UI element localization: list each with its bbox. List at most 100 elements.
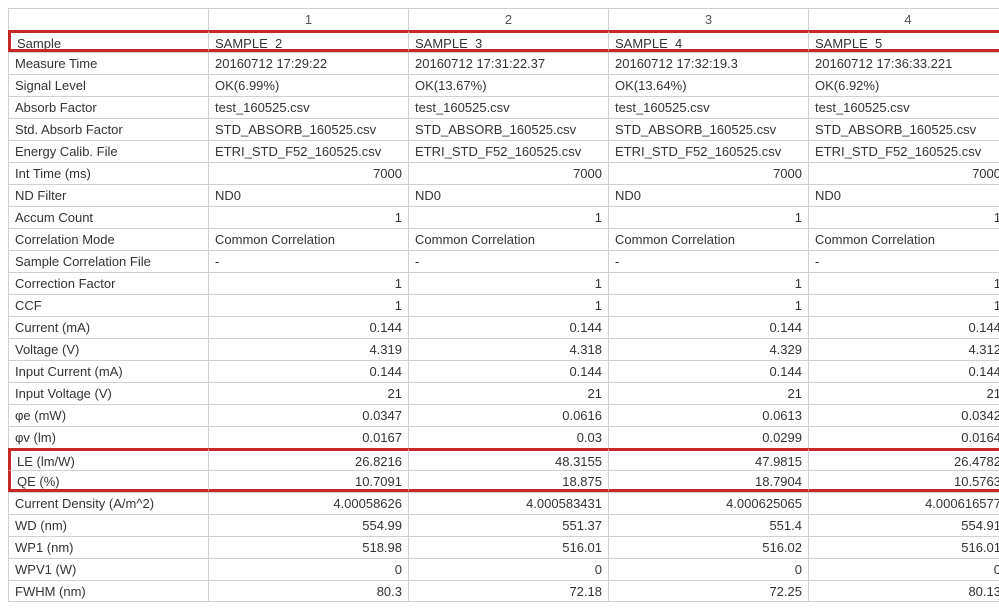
cell-value: 1 — [208, 206, 408, 228]
cell-value: 1 — [408, 206, 608, 228]
cell-value: ETRI_STD_F52_160525.csv — [808, 140, 999, 162]
cell-value: 7000 — [608, 162, 808, 184]
cell-value: ETRI_STD_F52_160525.csv — [408, 140, 608, 162]
row-label: Current (mA) — [8, 316, 208, 338]
cell-value: 0.0616 — [408, 404, 608, 426]
cell-value: 0 — [608, 558, 808, 580]
row-label: QE (%) — [8, 470, 208, 492]
cell-value: STD_ABSORB_160525.csv — [808, 118, 999, 140]
cell-value: 72.25 — [608, 580, 808, 602]
row-label: Signal Level — [8, 74, 208, 96]
row-label: Energy Calib. File — [8, 140, 208, 162]
cell-value: Common Correlation — [208, 228, 408, 250]
cell-value: 1 — [408, 272, 608, 294]
cell-value: 0.0164 — [808, 426, 999, 448]
cell-value: 20160712 17:36:33.221 — [808, 52, 999, 74]
row-label: Absorb Factor — [8, 96, 208, 118]
cell-value: 1 — [208, 272, 408, 294]
cell-value: 7000 — [408, 162, 608, 184]
cell-value: OK(6.92%) — [808, 74, 999, 96]
row-label: Current Density (A/m^2) — [8, 492, 208, 514]
cell-value: 21 — [608, 382, 808, 404]
cell-value: SAMPLE_3 — [408, 30, 608, 52]
row-label: Correlation Mode — [8, 228, 208, 250]
row-label: Correction Factor — [8, 272, 208, 294]
cell-value: 0.144 — [608, 316, 808, 338]
cell-value: 0.144 — [808, 360, 999, 382]
cell-value: 21 — [208, 382, 408, 404]
row-label: φe (mW) — [8, 404, 208, 426]
cell-value: 551.4 — [608, 514, 808, 536]
cell-value: 4.312 — [808, 338, 999, 360]
cell-value: ND0 — [408, 184, 608, 206]
cell-value: 4.000616577 — [808, 492, 999, 514]
cell-value: SAMPLE_5 — [808, 30, 999, 52]
cell-value: 0.0347 — [208, 404, 408, 426]
cell-value: 1 — [208, 294, 408, 316]
cell-value: 1 — [608, 294, 808, 316]
cell-value: STD_ABSORB_160525.csv — [608, 118, 808, 140]
cell-value: 554.99 — [208, 514, 408, 536]
cell-value: 20160712 17:29:22 — [208, 52, 408, 74]
col-header-4: 4 — [808, 8, 999, 30]
cell-value: 0.144 — [808, 316, 999, 338]
cell-value: 0 — [808, 558, 999, 580]
cell-value: - — [408, 250, 608, 272]
cell-value: 0.0167 — [208, 426, 408, 448]
cell-value: test_160525.csv — [808, 96, 999, 118]
col-header-1: 1 — [208, 8, 408, 30]
cell-value: 21 — [408, 382, 608, 404]
cell-value: ND0 — [608, 184, 808, 206]
row-label: Int Time (ms) — [8, 162, 208, 184]
row-label: Std. Absorb Factor — [8, 118, 208, 140]
cell-value: 47.9815 — [608, 448, 808, 470]
cell-value: 4.000583431 — [408, 492, 608, 514]
cell-value: - — [808, 250, 999, 272]
col-header-3: 3 — [608, 8, 808, 30]
row-label: ND Filter — [8, 184, 208, 206]
cell-value: 20160712 17:32:19.3 — [608, 52, 808, 74]
cell-value: OK(6.99%) — [208, 74, 408, 96]
row-label: WPV1 (W) — [8, 558, 208, 580]
cell-value: test_160525.csv — [208, 96, 408, 118]
cell-value: 516.02 — [608, 536, 808, 558]
cell-value: 1 — [808, 272, 999, 294]
header-blank — [8, 8, 208, 30]
cell-value: 10.5763 — [808, 470, 999, 492]
cell-value: 0.144 — [208, 360, 408, 382]
cell-value: 0.144 — [608, 360, 808, 382]
cell-value: 20160712 17:31:22.37 — [408, 52, 608, 74]
cell-value: 7000 — [208, 162, 408, 184]
row-label: Input Current (mA) — [8, 360, 208, 382]
cell-value: OK(13.64%) — [608, 74, 808, 96]
row-label: Sample Correlation File — [8, 250, 208, 272]
cell-value: 4.00058626 — [208, 492, 408, 514]
cell-value: 1 — [808, 294, 999, 316]
cell-value: SAMPLE_4 — [608, 30, 808, 52]
cell-value: 4.318 — [408, 338, 608, 360]
cell-value: 26.8216 — [208, 448, 408, 470]
row-label: Input Voltage (V) — [8, 382, 208, 404]
row-label: Voltage (V) — [8, 338, 208, 360]
cell-value: STD_ABSORB_160525.csv — [408, 118, 608, 140]
cell-value: ND0 — [808, 184, 999, 206]
cell-value: 18.875 — [408, 470, 608, 492]
cell-value: 1 — [808, 206, 999, 228]
cell-value: 516.01 — [808, 536, 999, 558]
cell-value: 48.3155 — [408, 448, 608, 470]
row-label: LE (lm/W) — [8, 448, 208, 470]
cell-value: SAMPLE_2 — [208, 30, 408, 52]
cell-value: OK(13.67%) — [408, 74, 608, 96]
cell-value: 518.98 — [208, 536, 408, 558]
cell-value: 4.329 — [608, 338, 808, 360]
cell-value: 10.7091 — [208, 470, 408, 492]
cell-value: 0.0299 — [608, 426, 808, 448]
cell-value: 516.01 — [408, 536, 608, 558]
cell-value: 0.144 — [408, 360, 608, 382]
cell-value: 18.7904 — [608, 470, 808, 492]
cell-value: 80.13 — [808, 580, 999, 602]
cell-value: 1 — [408, 294, 608, 316]
row-label: FWHM (nm) — [8, 580, 208, 602]
cell-value: 4.319 — [208, 338, 408, 360]
cell-value: 1 — [608, 206, 808, 228]
